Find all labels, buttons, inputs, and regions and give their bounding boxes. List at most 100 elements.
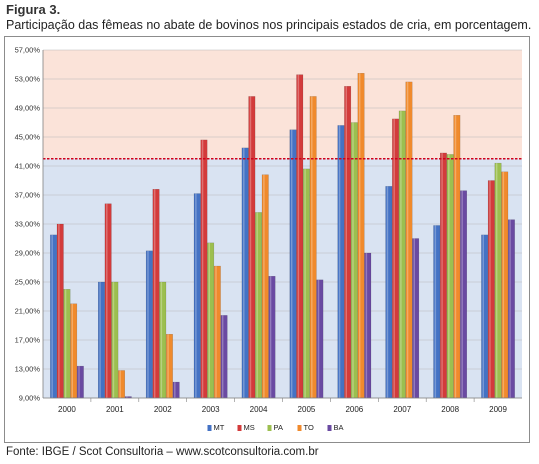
bar-highlight xyxy=(352,122,354,398)
bar-to-2002 xyxy=(166,334,173,399)
y-tick-label: 21,00% xyxy=(15,307,41,316)
bar-highlight xyxy=(509,219,511,398)
bar-highlight xyxy=(71,303,74,398)
bar-highlight xyxy=(304,168,306,398)
bar-mt-2005 xyxy=(289,129,297,399)
bar-ms-2008 xyxy=(440,152,447,399)
x-tick-label: 2007 xyxy=(393,405,411,414)
bar-ms-2006 xyxy=(344,86,352,399)
bar-highlight xyxy=(51,234,53,398)
bar-highlight xyxy=(454,115,457,398)
bar-mt-2006 xyxy=(337,125,345,399)
bar-ba-2007 xyxy=(412,238,420,399)
bar-mt-2000 xyxy=(50,234,57,399)
bar-highlight xyxy=(393,118,395,398)
bar-ms-2009 xyxy=(487,180,495,399)
bar-highlight xyxy=(106,203,108,398)
bar-ba-2009 xyxy=(508,219,515,399)
bar-ba-2002 xyxy=(172,381,180,399)
y-tick-label: 57,00% xyxy=(15,46,41,55)
bar-highlight xyxy=(249,96,252,399)
figure-label: Figura 3. xyxy=(6,2,61,17)
bar-highlight xyxy=(365,253,368,398)
legend-swatch-mt xyxy=(207,425,212,431)
bar-to-2006 xyxy=(357,73,365,399)
source-note: Fonte: IBGE / Scot Consultoria – www.sco… xyxy=(6,446,319,458)
bar-ms-2003 xyxy=(200,139,208,399)
bar-mt-2003 xyxy=(193,193,201,399)
bar-ms-2002 xyxy=(152,188,160,399)
bar-pa-2002 xyxy=(159,281,167,399)
bar-ba-2003 xyxy=(220,315,228,399)
bar-ba-2000 xyxy=(76,365,84,399)
bar-highlight xyxy=(201,139,204,398)
bar-highlight xyxy=(338,125,341,399)
y-tick-label: 41,00% xyxy=(15,162,41,171)
bar-highlight xyxy=(290,129,293,398)
x-tick-label: 2002 xyxy=(154,405,172,414)
y-tick-label: 37,00% xyxy=(15,191,41,200)
legend-swatch-to xyxy=(297,425,302,431)
bar-highlight xyxy=(112,282,115,398)
bar-highlight xyxy=(208,242,211,398)
bar-to-2007 xyxy=(405,81,413,399)
bar-highlight xyxy=(461,190,463,398)
bar-highlight xyxy=(215,266,217,398)
x-tick-label: 2001 xyxy=(106,405,124,414)
bar-highlight xyxy=(448,154,450,398)
bar-highlight xyxy=(126,396,128,398)
x-tick-label: 2003 xyxy=(202,405,220,414)
bar-mt-2002 xyxy=(145,250,153,399)
bar-highlight xyxy=(153,189,156,398)
bar-highlight xyxy=(58,224,60,398)
bar-highlight xyxy=(434,225,437,398)
bar-highlight xyxy=(358,73,361,398)
x-tick-label: 2008 xyxy=(441,405,459,414)
y-tick-label: 33,00% xyxy=(15,220,41,229)
bar-highlight xyxy=(297,74,300,399)
bar-highlight xyxy=(269,276,272,398)
bar-highlight xyxy=(167,334,169,398)
bar-mt-2007 xyxy=(385,186,393,399)
bar-mt-2001 xyxy=(98,281,105,399)
bar-pa-2007 xyxy=(398,110,406,399)
bar-highlight xyxy=(441,152,443,398)
legend-swatch-pa xyxy=(267,425,272,431)
y-tick-label: 25,00% xyxy=(15,278,41,287)
bar-highlight xyxy=(400,110,402,399)
chart-caption: Participação das fêmeas no abate de bovi… xyxy=(6,18,532,32)
x-tick-label: 2004 xyxy=(250,405,268,414)
legend-swatch-ba xyxy=(327,425,332,431)
bar-to-2003 xyxy=(213,265,221,399)
bar-highlight xyxy=(406,81,409,399)
bar-ms-2004 xyxy=(248,96,256,399)
bar-mt-2008 xyxy=(433,225,441,399)
legend-label-ba: BA xyxy=(334,423,344,432)
bar-highlight xyxy=(256,212,258,398)
x-tick-label: 2009 xyxy=(489,405,507,414)
bar-highlight xyxy=(119,370,121,398)
bar-highlight xyxy=(147,250,149,398)
bar-ms-2000 xyxy=(56,223,64,399)
bar-ms-2001 xyxy=(104,203,112,399)
y-tick-label: 49,00% xyxy=(15,104,41,113)
bar-to-2009 xyxy=(501,171,509,399)
legend-label-ms: MS xyxy=(244,423,255,432)
bar-highlight xyxy=(495,163,498,398)
y-tick-label: 29,00% xyxy=(15,249,41,258)
bar-highlight xyxy=(311,96,313,399)
bar-pa-2008 xyxy=(446,154,454,399)
plot-background-upper xyxy=(43,50,522,159)
bar-highlight xyxy=(64,289,67,398)
x-tick-label: 2005 xyxy=(298,405,316,414)
legend-label-pa: PA xyxy=(274,423,283,432)
bar-pa-2003 xyxy=(207,242,215,399)
bar-highlight xyxy=(195,193,197,398)
y-tick-label: 45,00% xyxy=(15,133,41,142)
bar-highlight xyxy=(78,366,80,398)
bar-chart: 9,00% 13,00% 17,00% 21,00% 25,00% 29,00% 33,00… xyxy=(15,46,522,432)
bar-to-2005 xyxy=(309,96,317,399)
bar-highlight xyxy=(482,234,484,398)
bar-to-2001 xyxy=(118,370,125,399)
bar-highlight xyxy=(99,282,101,398)
